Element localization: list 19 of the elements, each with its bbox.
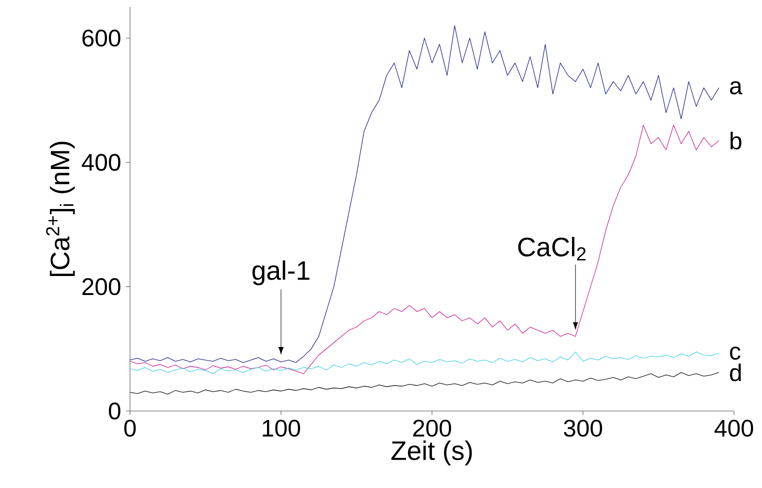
y-tick-label: 0	[108, 402, 120, 420]
y-tick-label: 600	[82, 30, 120, 47]
x-tick-label: 100	[262, 420, 300, 437]
line-series	[130, 352, 720, 374]
annotation: gal-1	[252, 260, 310, 286]
y-axis-title: [Ca$^{2+}$]$_{i}$ (nM)	[46, 142, 75, 276]
series-label: a	[730, 81, 742, 94]
x-tick-label: 400	[714, 420, 754, 437]
x-tick-label: 200	[413, 420, 452, 437]
x-tick-label: 0	[124, 420, 136, 437]
x-tick-label: 300	[564, 420, 602, 437]
series-label: b	[730, 132, 742, 150]
y-tick-label: 400	[82, 154, 120, 171]
line-series	[130, 372, 720, 395]
annotation: CaCl$_{2}$	[518, 236, 586, 260]
y-tick-label: 200	[82, 278, 120, 296]
x-axis-title: Zeit (s)	[391, 440, 472, 466]
series-label: d	[730, 364, 741, 382]
series-label: c	[730, 346, 740, 360]
